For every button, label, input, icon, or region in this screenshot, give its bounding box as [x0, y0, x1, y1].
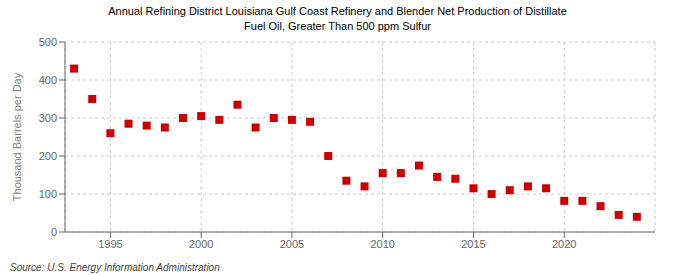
svg-text:1995: 1995: [98, 238, 122, 250]
html-text:Source: U.S. Energy Informatio: Source: U.S. Energy Information Administ…: [10, 262, 220, 273]
svg-text:500: 500: [39, 36, 57, 48]
svg-text:300: 300: [39, 112, 57, 124]
html-text:Fuel Oil, Greater Than 500 ppm: Fuel Oil, Greater Than 500 ppm Sulfur: [244, 20, 431, 32]
svg-text:2015: 2015: [461, 238, 485, 250]
svg-text:200: 200: [39, 150, 57, 162]
svg-text:Thousand Barrels per Day: Thousand Barrels per Day: [11, 72, 23, 201]
svg-text:2010: 2010: [370, 238, 394, 250]
svg-text:2005: 2005: [280, 238, 304, 250]
svg-text:100: 100: [39, 188, 57, 200]
svg-text:2020: 2020: [552, 238, 576, 250]
svg-text:2000: 2000: [189, 238, 213, 250]
svg-text:400: 400: [39, 74, 57, 86]
html-text:Annual Refining District Louis: Annual Refining District Louisiana Gulf …: [108, 5, 567, 17]
svg-text:0: 0: [51, 226, 57, 238]
